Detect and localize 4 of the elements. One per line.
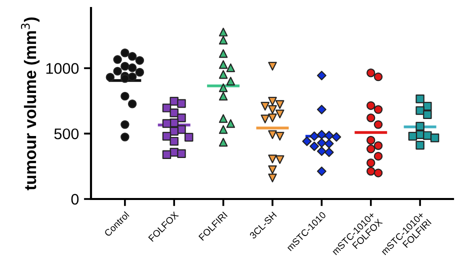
y-tick-label: 500: [54, 128, 79, 140]
y-axis-title: tumour volume (mm$^{3}$): [20, 17, 40, 190]
y-tick-label: 0: [71, 194, 79, 205]
y-tick-label: 1000: [46, 63, 79, 74]
